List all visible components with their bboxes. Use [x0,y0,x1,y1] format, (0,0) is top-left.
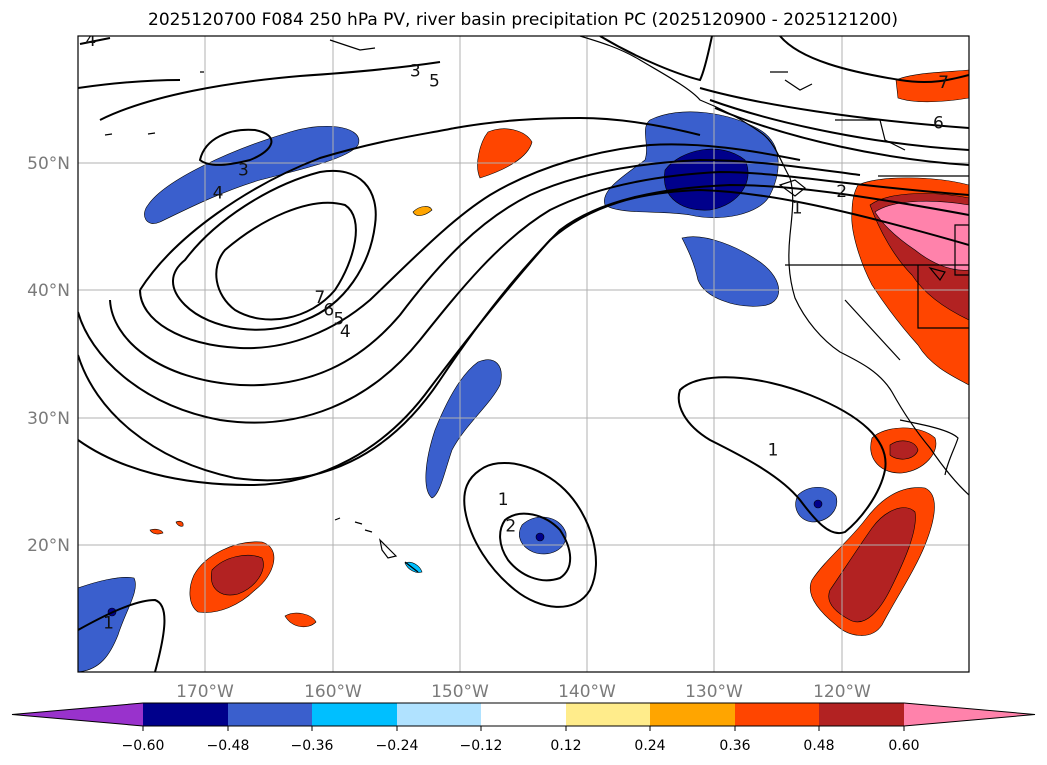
pv-contours [78,36,969,672]
colorbar-tick-label: 0.36 [719,738,750,754]
colorbar-tick-label: 0.48 [803,738,834,754]
colorbar: −0.60 −0.48 −0.36 −0.24 −0.12 0.12 0.24 0.36 0.4… [11,702,1036,754]
y-tick-label: 40°N [27,281,70,301]
y-tick-label: 30°N [27,409,70,429]
coastlines [104,36,969,573]
x-axis-ticks: 170°W 160°W 150°W 140°W 130°W 120°W [176,682,871,702]
chart-title: 2025120700 F084 250 hPa PV, river basin … [148,10,898,30]
contour-label: 6 [933,113,944,133]
colorbar-segment [566,703,650,726]
x-tick-label: 120°W [813,682,871,702]
contour-label: 7 [938,73,949,93]
colorbar-tick-label: −0.36 [291,738,334,754]
gridlines [78,36,969,672]
contour-label: 1 [792,199,803,219]
x-tick-label: 140°W [558,682,616,702]
contour-label: 4 [213,183,224,203]
x-tick-label: 170°W [176,682,234,702]
colorbar-segment [312,703,397,726]
colorbar-tick-label: −0.12 [460,738,503,754]
colorbar-tick-label: 0.12 [550,738,581,754]
x-tick-label: 150°W [431,682,489,702]
contour-label: 5 [429,72,440,92]
map-frame [77,35,970,673]
colorbar-segment [397,703,481,726]
colorbar-extend-max [904,703,1035,726]
contour-label: 2 [836,182,847,202]
negative-precip-shading [78,111,838,672]
colorbar-extend-min [12,703,143,726]
contour-label: 6 [323,300,334,320]
colorbar-tick-label: 0.24 [634,738,665,754]
colorbar-tick-label: −0.60 [122,738,165,754]
y-tick-label: 20°N [27,536,70,556]
colorbar-segment [143,703,228,726]
y-axis-ticks: 50°N 40°N 30°N 20°N [27,154,70,556]
colorbar-segment [481,703,566,726]
colorbar-segment [228,703,312,726]
contour-label: 2 [505,517,516,537]
contour-label: 4 [340,322,351,342]
contour-label: 4 [85,31,96,51]
x-tick-label: 160°W [304,682,362,702]
contour-label: 1 [498,490,509,510]
positive-precip-shading [149,69,969,636]
contour-label: 3 [410,61,421,81]
contour-label: 1 [768,440,779,460]
contour-label: 5 [334,309,345,329]
colorbar-segment [735,703,819,726]
colorbar-segment [650,703,735,726]
colorbar-segment [819,703,904,726]
y-tick-label: 50°N [27,154,70,174]
contour-label: 3 [238,161,249,181]
contour-label: 1 [103,613,114,633]
colorbar-tick-label: 0.60 [888,738,919,754]
contour-label: 7 [314,288,325,308]
colorbar-tick-label: −0.24 [376,738,419,754]
colorbar-tick-label: −0.48 [207,738,250,754]
x-tick-label: 130°W [685,682,743,702]
